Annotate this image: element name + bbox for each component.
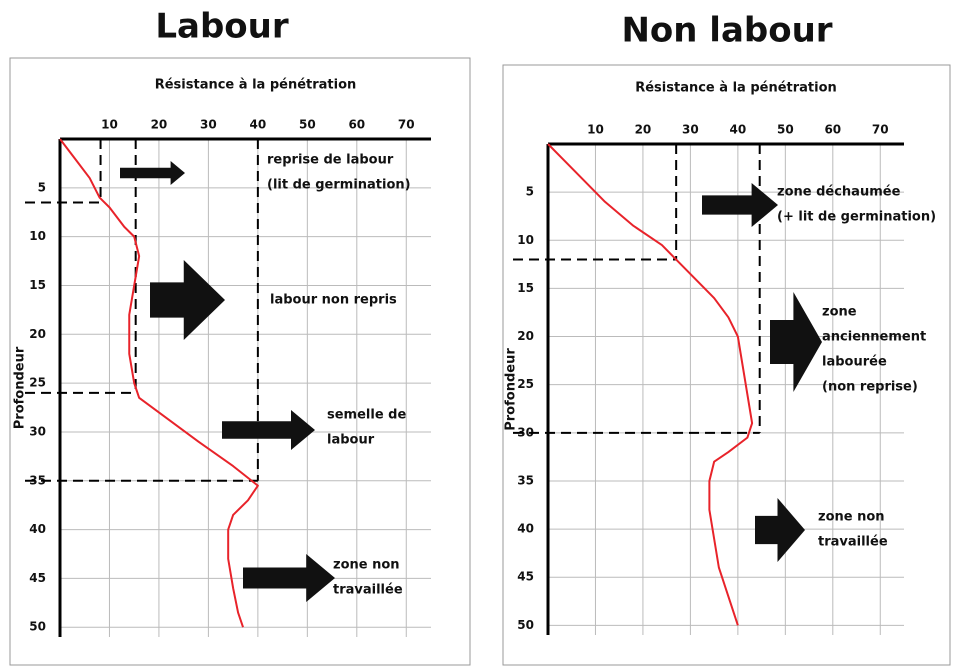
y-tick-label: 5 [38, 180, 46, 194]
x-tick-label: 70 [872, 123, 889, 137]
arrow [243, 554, 335, 602]
y-tick-label: 30 [29, 424, 46, 438]
x-tick-label: 30 [682, 123, 699, 137]
annotation: (+ lit de germination) [777, 210, 936, 225]
y-tick-label: 40 [29, 522, 46, 536]
annotation: reprise de labour [267, 153, 394, 168]
x-tick-label: 60 [348, 118, 365, 132]
axis-title: Résistance à la pénétration [635, 81, 837, 96]
x-tick-label: 70 [398, 118, 415, 132]
x-tick-label: 50 [777, 123, 794, 137]
arrow [150, 260, 225, 340]
x-tick-label: 30 [200, 118, 217, 132]
annotation: zone déchaumée [777, 185, 901, 200]
y-tick-label: 10 [29, 229, 46, 243]
annotation: labourée [822, 355, 887, 370]
y-tick-label: 15 [29, 278, 46, 292]
y-tick-label: 50 [517, 618, 534, 632]
arrow [702, 183, 778, 227]
x-tick-label: 20 [151, 118, 168, 132]
arrow [120, 161, 185, 185]
x-tick-label: 20 [635, 123, 652, 137]
y-tick-label: 30 [517, 425, 534, 439]
annotation: zone [822, 305, 857, 320]
chart-title: Non labour [621, 11, 832, 51]
y-tick-label: 15 [517, 281, 534, 295]
y-tick-label: 20 [517, 329, 534, 343]
y-tick-label: 45 [517, 570, 534, 584]
line [59, 138, 259, 628]
y-tick-label: 40 [517, 522, 534, 536]
chart-title: Labour [155, 7, 289, 47]
panel-frame [9, 57, 471, 666]
x-tick-label: 60 [824, 123, 841, 137]
y-tick-label: 35 [517, 473, 534, 487]
y-tick-label: 25 [29, 376, 46, 390]
y-tick-label: 20 [29, 327, 46, 341]
arrow [222, 410, 315, 450]
y-axis-label: Profondeur [13, 346, 28, 429]
y-tick-label: 10 [517, 233, 534, 247]
annotation: labour [327, 433, 375, 448]
x-tick-label: 10 [587, 123, 604, 137]
axis-title: Résistance à la pénétration [155, 78, 357, 93]
annotation: travaillée [818, 535, 888, 550]
annotation: zone non [818, 510, 885, 525]
arrow [755, 498, 805, 562]
y-tick-label: 35 [29, 473, 46, 487]
annotation: labour non repris [270, 293, 397, 308]
x-tick-label: 40 [250, 118, 267, 132]
annotation: anciennement [822, 330, 926, 345]
y-tick-label: 5 [526, 185, 534, 199]
annotation: (lit de germination) [267, 178, 411, 193]
y-tick-label: 45 [29, 571, 46, 585]
x-tick-label: 10 [101, 118, 118, 132]
y-tick-label: 50 [29, 620, 46, 634]
panel-frame [502, 64, 951, 666]
x-tick-label: 40 [730, 123, 747, 137]
annotation: (non reprise) [822, 380, 918, 395]
annotation: zone non [333, 558, 400, 573]
annotation: semelle de [327, 408, 406, 423]
x-tick-label: 50 [299, 118, 316, 132]
line [547, 143, 754, 626]
arrow [770, 292, 822, 392]
y-axis-label: Profondeur [504, 348, 519, 431]
y-tick-label: 25 [517, 377, 534, 391]
annotation: travaillée [333, 583, 403, 598]
